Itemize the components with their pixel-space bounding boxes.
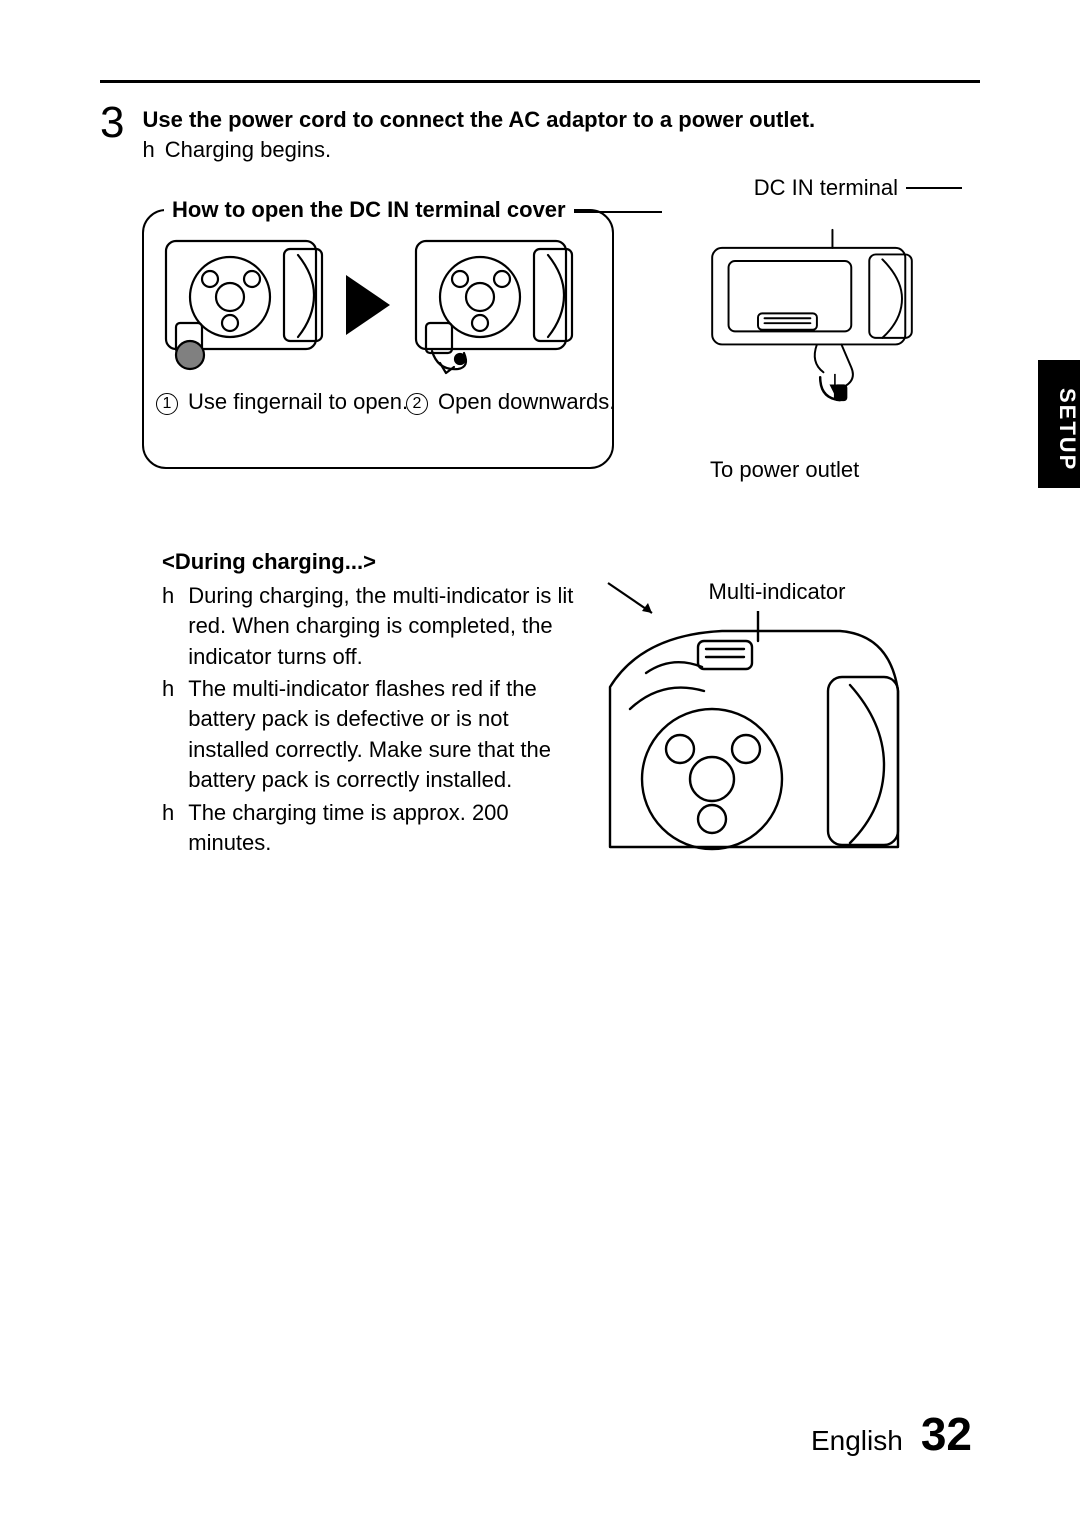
during-charging-heading: <During charging...> [162,549,582,575]
dcin-terminal-label: DC IN terminal [748,175,904,201]
multi-indicator-label: Multi-indicator [642,579,912,605]
page-content: 3 Use the power cord to connect the AC a… [100,80,980,860]
multi-indicator-figure: Multi-indicator [602,549,912,860]
top-rule [100,80,980,83]
bullet-text: The multi-indicator flashes red if the b… [188,674,582,795]
step-title: Use the power cord to connect the AC ada… [142,107,980,133]
footer-language: English [811,1425,903,1457]
during-charging-section: <During charging...> h During charging, … [162,549,980,860]
charging-bullet: h During charging, the multi-indicator i… [162,581,582,672]
caption-1-text: Use fingernail to open. [188,389,408,414]
footer-page-number: 32 [921,1407,972,1461]
charging-bullet: h The multi-indicator flashes red if the… [162,674,582,795]
bullet-glyph: h [162,798,174,859]
step-sub: h Charging begins. [142,137,980,163]
camera-top-sketch [602,611,902,851]
callout-title: How to open the DC IN terminal cover [164,197,574,223]
caption-1: 1 Use fingernail to open. [156,387,408,417]
charging-bullet: h The charging time is approx. 200 minut… [162,798,582,859]
camera-sketch-1 [156,227,336,377]
step-3: 3 Use the power cord to connect the AC a… [100,107,980,163]
caption-2-text: Open downwards. [438,389,615,414]
caption-1-number: 1 [156,393,178,415]
dcin-leader-line [906,187,962,189]
bullet-text: During charging, the multi-indicator is … [188,581,582,672]
caption-2-number: 2 [406,393,428,415]
page-footer: English 32 [811,1407,972,1461]
sequence-arrow-icon [346,275,390,335]
to-power-outlet-label: To power outlet [710,457,859,483]
bullet-text: The charging time is approx. 200 minutes… [188,798,582,859]
step-number: 3 [100,101,124,145]
section-tab: SETUP [1038,360,1080,488]
bullet-glyph: h [162,674,174,795]
step-sub-text: Charging begins. [165,137,331,162]
pointer-arrow-icon [602,577,662,619]
caption-2: 2 Open downwards. [406,387,615,417]
bullet-glyph: h [162,581,174,672]
camera-sketch-3-plug [682,225,942,405]
bullet-glyph: h [142,137,154,162]
camera-sketch-2 [406,227,586,377]
dc-in-diagrams: DC IN terminal How to open the DC IN ter… [142,181,962,501]
